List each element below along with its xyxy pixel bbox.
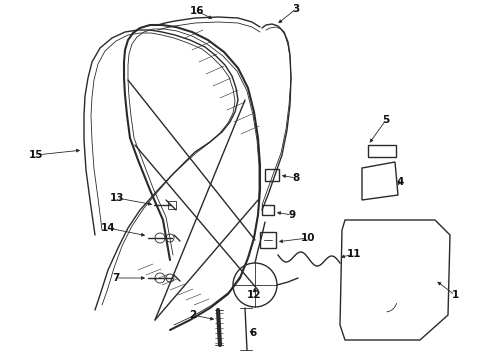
- Text: 8: 8: [293, 173, 299, 183]
- Text: 7: 7: [112, 273, 120, 283]
- Text: 2: 2: [189, 310, 196, 320]
- Text: 6: 6: [249, 328, 257, 338]
- Bar: [260, 232, 276, 248]
- Text: 1: 1: [451, 290, 459, 300]
- Text: 15: 15: [29, 150, 43, 160]
- Text: 13: 13: [110, 193, 124, 203]
- Bar: [262, 205, 274, 215]
- Text: 5: 5: [382, 115, 390, 125]
- Text: 11: 11: [347, 249, 361, 259]
- Text: 3: 3: [293, 4, 299, 14]
- Text: 12: 12: [247, 290, 261, 300]
- Text: 10: 10: [301, 233, 315, 243]
- Text: 9: 9: [289, 210, 295, 220]
- Bar: [168, 201, 176, 209]
- Text: 14: 14: [100, 223, 115, 233]
- Bar: [368, 145, 396, 157]
- Text: 4: 4: [396, 177, 404, 187]
- Bar: [265, 169, 279, 181]
- Text: 16: 16: [190, 6, 204, 16]
